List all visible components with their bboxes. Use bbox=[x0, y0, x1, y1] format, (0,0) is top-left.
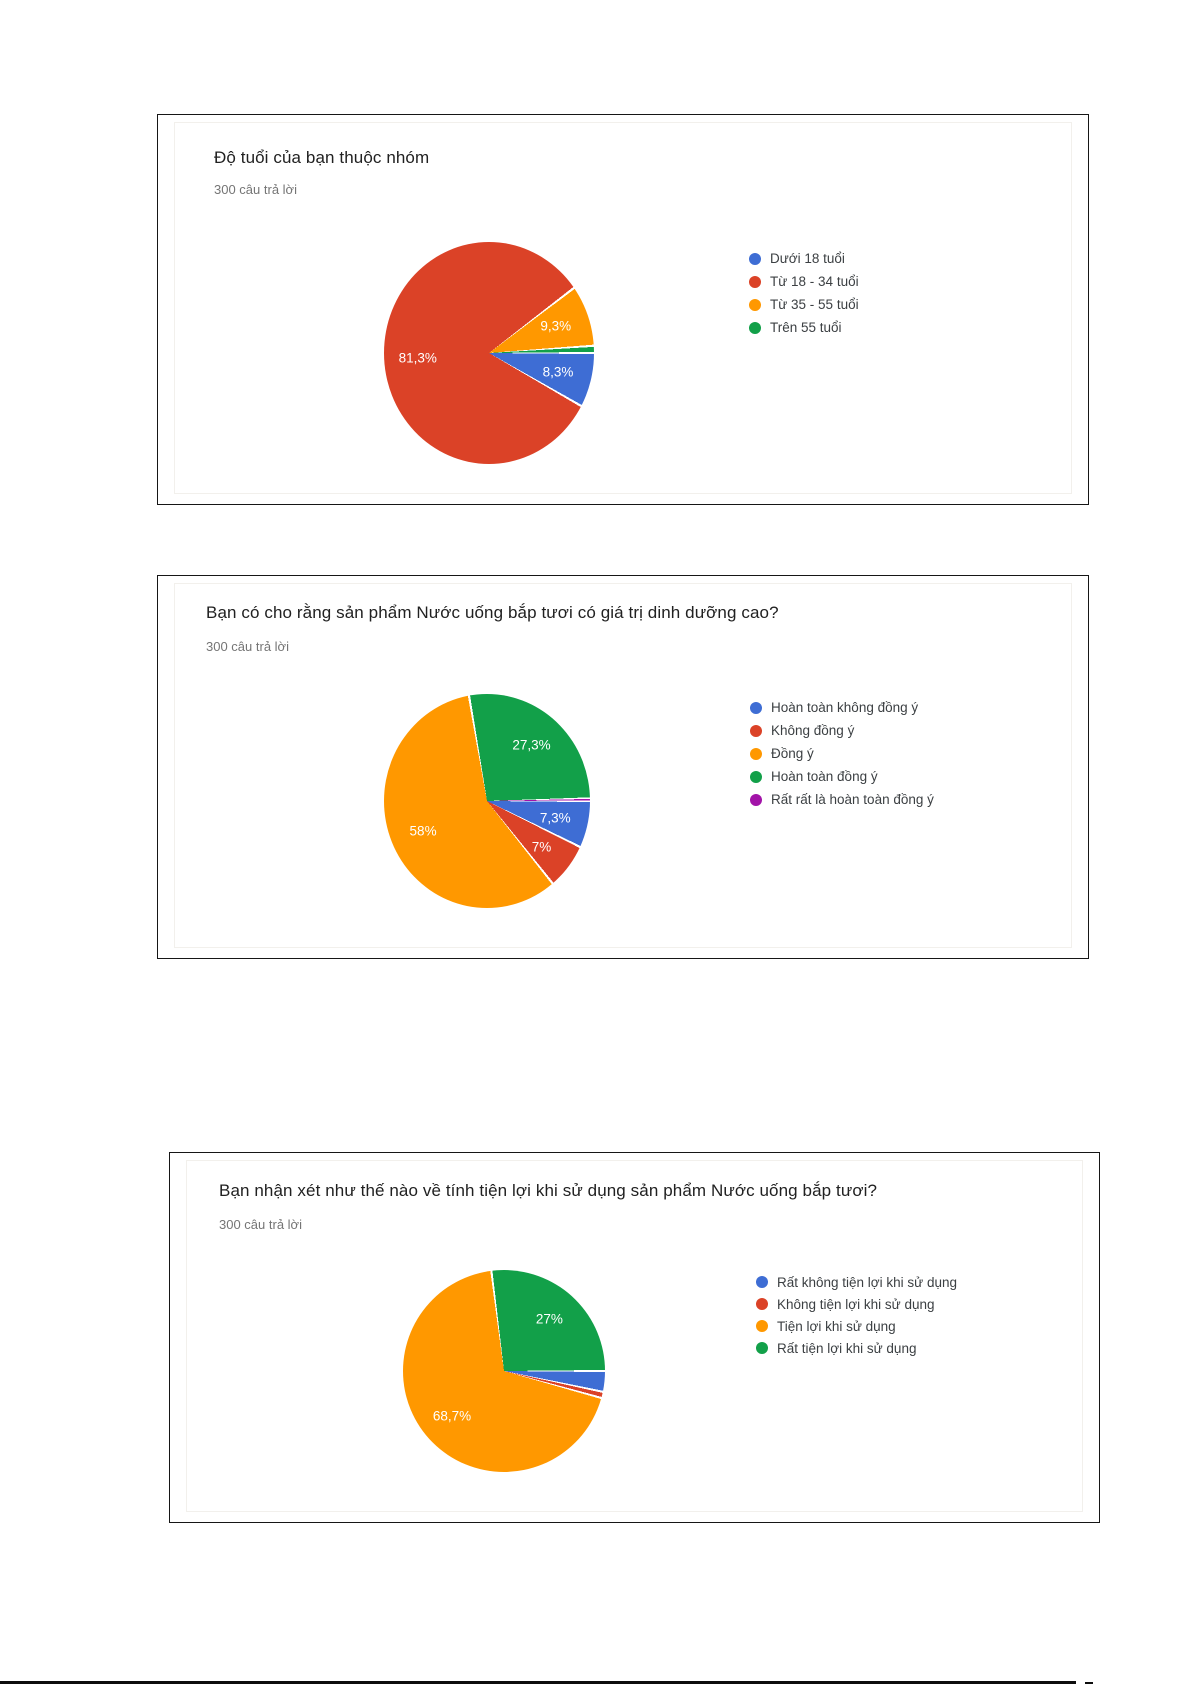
response-count: 300 câu trả lời bbox=[206, 639, 289, 654]
legend-item: Không đồng ý bbox=[750, 719, 934, 742]
pie-slice-value-label: 9,3% bbox=[540, 318, 572, 334]
pie-chart bbox=[384, 694, 590, 908]
chart-title: Độ tuổi của bạn thuộc nhóm bbox=[214, 148, 430, 167]
legend-item-label: Hoàn toàn không đồng ý bbox=[771, 700, 919, 715]
pie-chart bbox=[384, 242, 594, 464]
legend-item-label: Từ 35 - 55 tuổi bbox=[770, 297, 859, 312]
pie-slice-value-label: 68,7% bbox=[432, 1408, 472, 1424]
legend-item-label: Đồng ý bbox=[771, 746, 814, 761]
legend-item-label: Rất rất là hoàn toàn đồng ý bbox=[771, 792, 934, 807]
page-bottom-rule bbox=[0, 1681, 1076, 1684]
legend-item: Rất không tiện lợi khi sử dụng bbox=[756, 1271, 957, 1293]
legend-color-dot-icon bbox=[749, 252, 761, 265]
response-count: 300 câu trả lời bbox=[214, 182, 297, 197]
survey-chart-card-convenience: Bạn nhận xét như thế nào về tính tiện lợ… bbox=[169, 1152, 1100, 1523]
legend-item-label: Không đồng ý bbox=[771, 723, 855, 738]
pie-slice-value-label: 27,3% bbox=[512, 737, 551, 753]
legend-item-label: Rất tiện lợi khi sử dụng bbox=[777, 1340, 917, 1356]
legend-item: Tiện lợi khi sử dụng bbox=[756, 1315, 957, 1337]
legend-item: Không tiện lợi khi sử dụng bbox=[756, 1293, 957, 1315]
legend-color-dot-icon bbox=[749, 275, 761, 288]
legend: Hoàn toàn không đồng ý Không đồng ý Đồng ý… bbox=[750, 696, 934, 811]
legend-color-dot-icon bbox=[756, 1342, 768, 1354]
legend-item-label: Hoàn toàn đồng ý bbox=[771, 769, 878, 784]
legend: Dưới 18 tuổi Từ 18 - 34 tuổi Từ 35 - 55 tu… bbox=[749, 247, 859, 339]
legend-item-label: Rất không tiện lợi khi sử dụng bbox=[777, 1274, 957, 1290]
legend-item-label: Dưới 18 tuổi bbox=[770, 251, 845, 266]
pie-slice-value-label: 7,3% bbox=[539, 810, 571, 826]
embedded-screenshot-frame bbox=[174, 122, 1072, 494]
legend: Rất không tiện lợi khi sử dụng Không tiện… bbox=[756, 1271, 957, 1359]
embedded-screenshot-frame bbox=[174, 583, 1072, 948]
pie-slice-value-label: 8,3% bbox=[542, 364, 574, 380]
pie-slice-value-label: 81,3% bbox=[398, 350, 437, 366]
legend-color-dot-icon bbox=[749, 298, 761, 311]
pie-slice-value-label: 7% bbox=[531, 839, 552, 855]
legend-item: Rất rất là hoàn toàn đồng ý bbox=[750, 788, 934, 811]
legend-color-dot-icon bbox=[749, 321, 761, 334]
legend-color-dot-icon bbox=[756, 1320, 768, 1332]
legend-color-dot-icon bbox=[750, 747, 762, 760]
pie-slice-value-label: 58% bbox=[409, 823, 437, 839]
legend-item-label: Từ 18 - 34 tuổi bbox=[770, 274, 859, 289]
chart-title: Bạn có cho rằng sản phẩm Nước uống bắp t… bbox=[206, 603, 779, 622]
legend-color-dot-icon bbox=[756, 1298, 768, 1310]
legend-item: Từ 18 - 34 tuổi bbox=[749, 270, 859, 293]
legend-item-label: Trên 55 tuổi bbox=[770, 320, 842, 335]
legend-item-label: Tiện lợi khi sử dụng bbox=[777, 1318, 896, 1334]
legend-color-dot-icon bbox=[750, 793, 762, 806]
legend-color-dot-icon bbox=[750, 770, 762, 783]
pie-chart bbox=[403, 1270, 605, 1472]
legend-item: Từ 35 - 55 tuổi bbox=[749, 293, 859, 316]
legend-color-dot-icon bbox=[756, 1276, 768, 1288]
legend-item: Rất tiện lợi khi sử dụng bbox=[756, 1337, 957, 1359]
legend-item: Hoàn toàn đồng ý bbox=[750, 765, 934, 788]
legend-color-dot-icon bbox=[750, 701, 762, 714]
chart-title: Bạn nhận xét như thế nào về tính tiện lợ… bbox=[219, 1181, 878, 1200]
legend-item-label: Không tiện lợi khi sử dụng bbox=[777, 1296, 935, 1312]
legend-item: Hoàn toàn không đồng ý bbox=[750, 696, 934, 719]
response-count: 300 câu trả lời bbox=[219, 1217, 302, 1232]
pie-slice-value-label: 27% bbox=[535, 1311, 563, 1327]
legend-color-dot-icon bbox=[750, 724, 762, 737]
legend-item: Trên 55 tuổi bbox=[749, 316, 859, 339]
legend-item: Dưới 18 tuổi bbox=[749, 247, 859, 270]
page-bottom-rule-dash bbox=[1085, 1682, 1093, 1684]
survey-chart-card-age: Độ tuổi của bạn thuộc nhóm 300 câu trả l… bbox=[157, 114, 1089, 505]
survey-chart-card-nutrition: Bạn có cho rằng sản phẩm Nước uống bắp t… bbox=[157, 575, 1089, 959]
legend-item: Đồng ý bbox=[750, 742, 934, 765]
